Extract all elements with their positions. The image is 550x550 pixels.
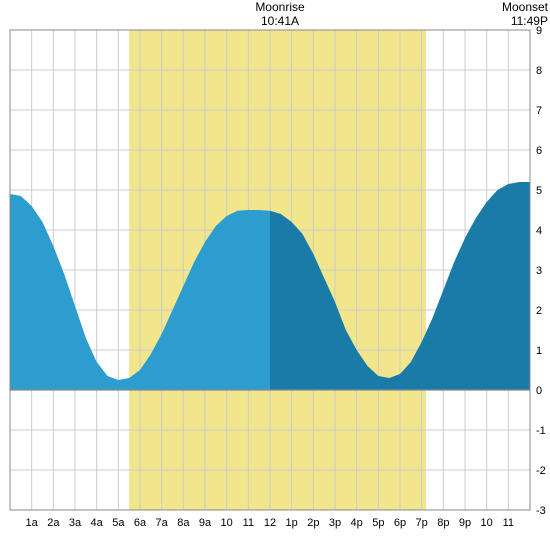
y-tick-label: -2 xyxy=(536,465,546,477)
y-tick-label: 4 xyxy=(536,225,542,237)
x-tick-label: 1p xyxy=(286,517,298,529)
y-tick-label: -1 xyxy=(536,425,546,437)
moonset-time: 11:49P xyxy=(488,14,548,28)
x-tick-label: 3a xyxy=(69,517,82,529)
x-tick-label: 7p xyxy=(416,517,428,529)
moonset-title: Moonset xyxy=(488,0,548,14)
moonset-label: Moonset 11:49P xyxy=(488,0,548,28)
x-tick-label: 1a xyxy=(26,517,39,529)
x-tick-label: 9p xyxy=(459,517,471,529)
x-tick-label: 8p xyxy=(437,517,449,529)
x-tick-label: 10 xyxy=(221,517,233,529)
moonrise-label: Moonrise 10:41A xyxy=(245,0,315,28)
x-tick-label: 11 xyxy=(243,517,254,529)
x-tick-label: 10 xyxy=(481,517,493,529)
x-tick-label: 5p xyxy=(372,517,384,529)
x-tick-label: 5a xyxy=(112,517,125,529)
x-tick-label: 7a xyxy=(156,517,169,529)
x-tick-label: 9a xyxy=(199,517,212,529)
moonrise-title: Moonrise xyxy=(245,0,315,14)
x-tick-label: 3p xyxy=(329,517,341,529)
y-tick-label: 5 xyxy=(536,185,542,197)
y-tick-label: 6 xyxy=(536,145,542,157)
y-tick-label: 0 xyxy=(536,385,542,397)
x-tick-label: 2p xyxy=(307,517,319,529)
y-tick-label: 2 xyxy=(536,305,542,317)
y-tick-label: 8 xyxy=(536,65,542,77)
x-tick-label: 4p xyxy=(351,517,363,529)
x-tick-label: 4a xyxy=(91,517,104,529)
y-tick-label: -3 xyxy=(536,505,546,517)
y-tick-label: 1 xyxy=(536,345,542,357)
x-tick-label: 6a xyxy=(134,517,147,529)
chart-svg: -3-2-101234567891a2a3a4a5a6a7a8a9a101112… xyxy=(0,0,550,550)
y-tick-label: 3 xyxy=(536,265,542,277)
x-tick-label: 2a xyxy=(47,517,60,529)
moonrise-time: 10:41A xyxy=(245,14,315,28)
tide-chart: Moonrise 10:41A Moonset 11:49P -3-2-1012… xyxy=(0,0,550,550)
x-tick-label: 8a xyxy=(177,517,190,529)
x-tick-label: 12 xyxy=(264,517,276,529)
x-tick-label: 6p xyxy=(394,517,406,529)
y-tick-label: 7 xyxy=(536,105,542,117)
x-tick-label: 11 xyxy=(503,517,514,529)
